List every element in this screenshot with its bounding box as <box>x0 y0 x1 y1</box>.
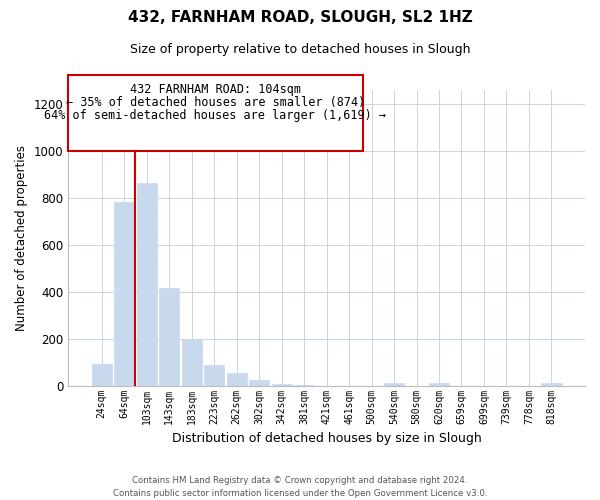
Bar <box>294 385 314 386</box>
Bar <box>429 384 449 386</box>
Bar <box>137 183 157 386</box>
Bar <box>182 338 202 386</box>
Bar <box>92 364 112 386</box>
Bar <box>249 380 269 386</box>
Bar <box>384 384 404 386</box>
Bar <box>204 365 224 386</box>
Text: 432, FARNHAM ROAD, SLOUGH, SL2 1HZ: 432, FARNHAM ROAD, SLOUGH, SL2 1HZ <box>128 10 472 25</box>
Bar <box>159 288 179 386</box>
Text: 64% of semi-detached houses are larger (1,619) →: 64% of semi-detached houses are larger (… <box>44 109 386 122</box>
X-axis label: Distribution of detached houses by size in Slough: Distribution of detached houses by size … <box>172 432 481 445</box>
Text: ← 35% of detached houses are smaller (874): ← 35% of detached houses are smaller (87… <box>66 96 365 109</box>
Y-axis label: Number of detached properties: Number of detached properties <box>15 145 28 331</box>
Text: Size of property relative to detached houses in Slough: Size of property relative to detached ho… <box>130 42 470 56</box>
Text: 432 FARNHAM ROAD: 104sqm: 432 FARNHAM ROAD: 104sqm <box>130 82 301 96</box>
Bar <box>272 384 292 386</box>
Bar <box>114 202 134 386</box>
Bar <box>227 373 247 386</box>
Text: Contains HM Land Registry data © Crown copyright and database right 2024.
Contai: Contains HM Land Registry data © Crown c… <box>113 476 487 498</box>
Bar <box>541 384 562 386</box>
